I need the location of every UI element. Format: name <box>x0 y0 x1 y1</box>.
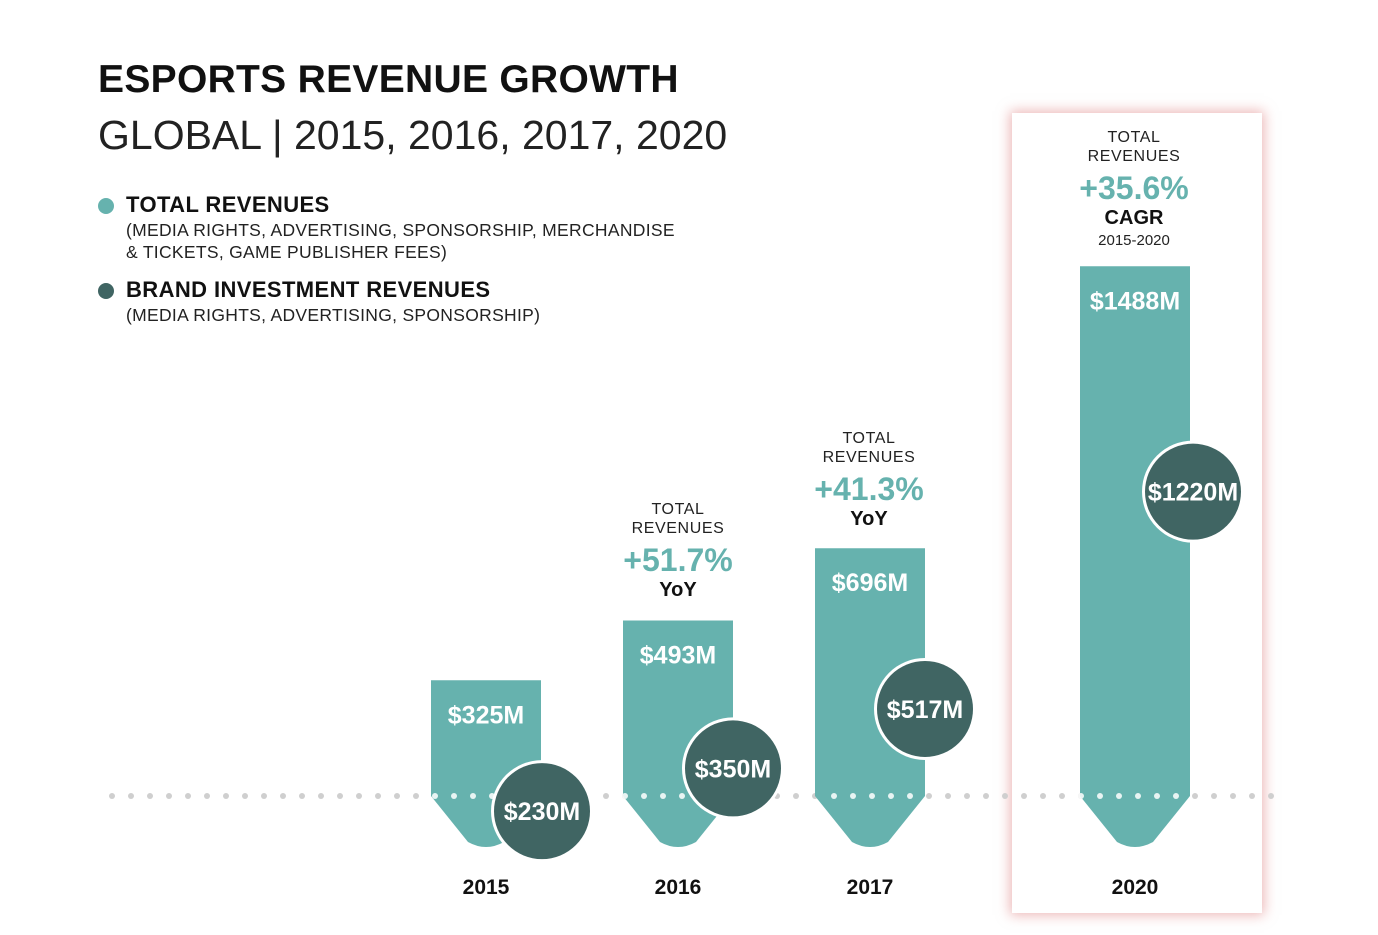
year-label-2020: 2020 <box>1112 876 1159 899</box>
growth-rate: +41.3% <box>814 471 924 507</box>
baseline-dot <box>128 793 134 799</box>
baseline-dot <box>1059 793 1065 799</box>
growth-annotation-2020: TOTAL REVENUES +35.6% CAGR 2015-2020 <box>1079 128 1188 249</box>
total-value-label-2015: $325M <box>448 701 524 729</box>
bar-baseline-dot <box>869 793 875 799</box>
baseline-dot <box>185 793 191 799</box>
baseline-dot <box>280 793 286 799</box>
brand-value-label-2016: $350M <box>695 755 771 783</box>
baseline-dot <box>394 793 400 799</box>
bar-baseline-dot <box>1078 793 1084 799</box>
brand-circle-2020 <box>1145 443 1241 540</box>
baseline-dot <box>299 793 305 799</box>
baseline-dot <box>945 793 951 799</box>
baseline-dot <box>1230 793 1236 799</box>
bar-baseline-dot <box>1116 793 1122 799</box>
chart-subtitle: GLOBAL | 2015, 2016, 2017, 2020 <box>98 112 728 158</box>
bar-baseline-dot <box>1173 793 1179 799</box>
brand-value-label-2017: $517M <box>887 696 963 724</box>
brand-value-label-2015: $230M <box>504 798 580 826</box>
legend-description: (MEDIA RIGHTS, ADVERTISING, SPONSORSHIP) <box>126 305 541 325</box>
baseline-dot <box>356 793 362 799</box>
annotation-caption: TOTAL <box>651 501 705 518</box>
baseline-dot <box>1002 793 1008 799</box>
year-label-2017: 2017 <box>847 876 894 899</box>
growth-rate: +35.6% <box>1079 170 1189 206</box>
year-label-2015: 2015 <box>463 876 510 899</box>
bar-baseline-dot <box>1154 793 1160 799</box>
legend-dot-brand <box>98 283 114 299</box>
bar-baseline-dot <box>641 793 647 799</box>
brand-circle-2016 <box>685 720 781 817</box>
legend-dot-total <box>98 198 114 214</box>
bar-baseline-dot <box>1135 793 1141 799</box>
growth-kind: YoY <box>850 508 888 530</box>
baseline-dot <box>261 793 267 799</box>
baseline-dot <box>1249 793 1255 799</box>
bar-baseline-dot <box>679 793 685 799</box>
cagr-range: 2015-2020 <box>1098 232 1170 249</box>
total-value-label-2016: $493M <box>640 641 716 669</box>
baseline-dot <box>1021 793 1027 799</box>
brand-circle-2015 <box>494 763 590 860</box>
baseline-dot <box>242 793 248 799</box>
year-label-2016: 2016 <box>655 876 702 899</box>
growth-kind: YoY <box>659 579 697 601</box>
bar-baseline-dot <box>907 793 913 799</box>
total-value-label-2017: $696M <box>832 569 908 597</box>
growth-rate: +51.7% <box>623 542 733 578</box>
bar-baseline-dot <box>888 793 894 799</box>
baseline-dot <box>964 793 970 799</box>
annotation-caption: REVENUES <box>822 449 916 466</box>
annotation-caption: REVENUES <box>1087 148 1181 165</box>
baseline-dot <box>204 793 210 799</box>
bar-baseline-dot <box>622 793 628 799</box>
baseline-dot <box>603 793 609 799</box>
baseline-dot <box>793 793 799 799</box>
bar-total-2017 <box>815 548 925 847</box>
chart-title: ESPORTS REVENUE GROWTH <box>98 58 679 101</box>
baseline-dot <box>337 793 343 799</box>
bar-baseline-dot <box>432 793 438 799</box>
baseline-dot <box>166 793 172 799</box>
bar-baseline-dot <box>1097 793 1103 799</box>
bar-baseline-dot <box>470 793 476 799</box>
annotation-caption: TOTAL <box>842 430 896 447</box>
legend-description: (MEDIA RIGHTS, ADVERTISING, SPONSORSHIP,… <box>126 220 675 262</box>
brand-value-label-2020: $1220M <box>1148 479 1238 507</box>
legend-label: BRAND INVESTMENT REVENUES <box>126 277 491 302</box>
baseline-dot <box>1040 793 1046 799</box>
total-value-label-2020: $1488M <box>1090 287 1180 315</box>
growth-annotation-2017: TOTAL REVENUES +41.3% YoY <box>814 429 923 531</box>
brand-circle-2017 <box>877 660 973 757</box>
bar-baseline-dot <box>850 793 856 799</box>
baseline-dot <box>147 793 153 799</box>
baseline-dot <box>926 793 932 799</box>
bar-baseline-dot <box>660 793 666 799</box>
baseline-dot <box>109 793 115 799</box>
bar-baseline-dot <box>831 793 837 799</box>
baseline-dot <box>375 793 381 799</box>
bar-total-2020 <box>1080 266 1190 848</box>
baseline-dot <box>413 793 419 799</box>
growth-kind: CAGR <box>1104 207 1164 229</box>
baseline-dot <box>983 793 989 799</box>
baseline-dot <box>1211 793 1217 799</box>
baseline-dot <box>1268 793 1274 799</box>
growth-annotation-2016: TOTAL REVENUES +51.7% YoY <box>623 500 732 602</box>
baseline-dot <box>1192 793 1198 799</box>
annotation-caption: TOTAL <box>1107 129 1161 146</box>
bar-baseline-dot <box>451 793 457 799</box>
annotation-caption: REVENUES <box>631 520 725 537</box>
legend-label: TOTAL REVENUES <box>126 192 330 217</box>
baseline-dot <box>223 793 229 799</box>
baseline-dot <box>318 793 324 799</box>
